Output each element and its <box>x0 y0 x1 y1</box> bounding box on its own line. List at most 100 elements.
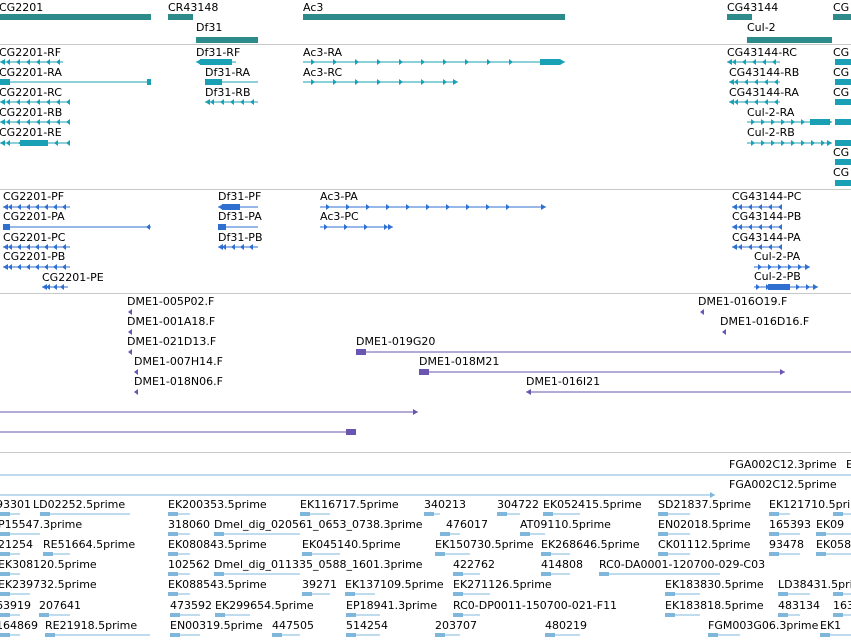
protein-chevron[interactable] <box>60 284 64 290</box>
protein-chevron[interactable] <box>786 284 790 290</box>
transcript-chevron[interactable] <box>781 119 785 125</box>
transcript-line-arrow[interactable] <box>0 59 5 65</box>
est-label[interactable]: SD21837.5prime <box>658 498 751 511</box>
est-label[interactable]: EK058 <box>816 538 851 551</box>
transcript-chevron[interactable] <box>26 99 30 105</box>
clone-label[interactable]: DME1-005P02.F <box>127 295 215 308</box>
transcript-chevron[interactable] <box>744 79 748 85</box>
est-block[interactable] <box>214 572 224 576</box>
clone-label[interactable]: DME1-016I21 <box>526 375 601 388</box>
protein-chevron[interactable] <box>778 244 782 250</box>
transcript-chevron[interactable] <box>16 99 20 105</box>
gene-label[interactable]: CG <box>833 1 850 14</box>
protein-chevron[interactable] <box>324 224 328 230</box>
est-label[interactable]: LD38431.5prime <box>778 578 851 591</box>
transcript-exon[interactable] <box>810 119 830 125</box>
protein-line-arrow[interactable] <box>732 224 737 230</box>
protein-chevron[interactable] <box>8 244 12 250</box>
transcript-chevron[interactable] <box>443 59 447 65</box>
est-block[interactable] <box>769 552 779 556</box>
transcript-chevron[interactable] <box>333 59 337 65</box>
transcript-chevron[interactable] <box>734 79 738 85</box>
transcript-exon[interactable] <box>835 99 851 105</box>
protein-chevron[interactable] <box>758 264 762 270</box>
est-label[interactable]: 207641 <box>39 599 81 612</box>
protein-chevron[interactable] <box>222 244 226 250</box>
est-label[interactable]: RC0-DP0011-150700-021-F11 <box>453 599 618 612</box>
est-label[interactable]: 164869 <box>0 619 38 632</box>
est-label[interactable]: EK183818.5prime <box>665 599 764 612</box>
transcript-label[interactable]: CG43144-RC <box>727 46 797 59</box>
gene-span-bar[interactable] <box>0 14 151 20</box>
transcript-chevron[interactable] <box>772 59 776 65</box>
est-block[interactable] <box>520 532 530 536</box>
transcript-chevron[interactable] <box>6 99 10 105</box>
protein-label[interactable]: CG2201-PC <box>3 231 66 244</box>
transcript-chevron[interactable] <box>781 140 785 146</box>
transcript-line-arrow[interactable] <box>196 59 201 65</box>
transcript-chevron[interactable] <box>18 140 22 146</box>
est-block[interactable] <box>302 592 312 596</box>
est-label[interactable]: EK080843.5prime <box>168 538 267 551</box>
clone-marker[interactable] <box>780 369 785 375</box>
transcript-label[interactable]: Df31-RA <box>205 66 251 79</box>
transcript-exon[interactable] <box>835 140 851 146</box>
transcript-chevron[interactable] <box>771 119 775 125</box>
protein-exon[interactable] <box>3 224 10 230</box>
protein-chevron[interactable] <box>240 244 244 250</box>
transcript-exon[interactable] <box>835 159 851 165</box>
est-block[interactable] <box>816 552 826 556</box>
est-label[interactable]: 21254 <box>0 538 33 551</box>
protein-chevron[interactable] <box>44 204 48 210</box>
est-block[interactable] <box>440 532 450 536</box>
protein-label[interactable]: Ac3-PA <box>320 190 358 203</box>
protein-chevron[interactable] <box>344 224 348 230</box>
transcript-chevron[interactable] <box>377 59 381 65</box>
transcript-chevron[interactable] <box>801 140 805 146</box>
protein-chevron[interactable] <box>44 244 48 250</box>
protein-label[interactable]: Df31-PA <box>218 210 262 223</box>
transcript-chevron[interactable] <box>16 119 20 125</box>
est-block[interactable] <box>769 512 779 516</box>
clone-label[interactable]: DME1-001A18.F <box>127 315 216 328</box>
est-block[interactable] <box>658 512 668 516</box>
transcript-label[interactable]: Df31-RB <box>205 86 251 99</box>
clone-label[interactable]: DME1-018N06.F <box>134 375 223 388</box>
est-block[interactable] <box>658 532 668 536</box>
transcript-chevron[interactable] <box>377 79 381 85</box>
est-block[interactable] <box>769 532 779 536</box>
clone-marker[interactable] <box>128 349 132 355</box>
transcript-chevron[interactable] <box>801 119 805 125</box>
gene-label[interactable]: CG43144 <box>727 1 779 14</box>
transcript-line-arrow[interactable] <box>205 99 210 105</box>
protein-chevron[interactable] <box>346 204 350 210</box>
est-label[interactable]: 93301 <box>0 498 31 511</box>
protein-chevron[interactable] <box>748 204 752 210</box>
clone-label[interactable]: DME1-016D16.F <box>720 315 810 328</box>
est-block[interactable] <box>816 532 826 536</box>
transcript-chevron[interactable] <box>66 119 70 125</box>
est-block[interactable] <box>43 552 53 556</box>
transcript-chevron[interactable] <box>333 79 337 85</box>
transcript-chevron[interactable] <box>791 140 795 146</box>
clone-label[interactable]: DME1-019G20 <box>356 335 436 348</box>
est-block[interactable] <box>168 572 178 576</box>
est-label[interactable]: Dmel_dig_011335_0588_1601.3prime <box>214 558 423 571</box>
protein-chevron[interactable] <box>768 224 772 230</box>
est-block[interactable] <box>0 572 10 576</box>
transcript-line-arrow[interactable] <box>727 59 732 65</box>
clone-marker[interactable] <box>134 369 138 375</box>
protein-chevron[interactable] <box>798 264 802 270</box>
est-block[interactable] <box>497 512 507 516</box>
clone-marker[interactable] <box>128 329 132 335</box>
est-label[interactable]: LD02252.5prime <box>33 498 126 511</box>
transcript-chevron[interactable] <box>791 119 795 125</box>
est-block[interactable] <box>543 512 553 516</box>
protein-chevron[interactable] <box>44 264 48 270</box>
protein-chevron[interactable] <box>778 264 782 270</box>
protein-chevron[interactable] <box>738 204 742 210</box>
transcript-chevron[interactable] <box>46 99 50 105</box>
clone-label[interactable]: DME1-021D13.F <box>127 335 217 348</box>
est-label[interactable]: FGA002C12.3prime <box>729 458 837 471</box>
transcript-line-arrow[interactable] <box>729 79 734 85</box>
